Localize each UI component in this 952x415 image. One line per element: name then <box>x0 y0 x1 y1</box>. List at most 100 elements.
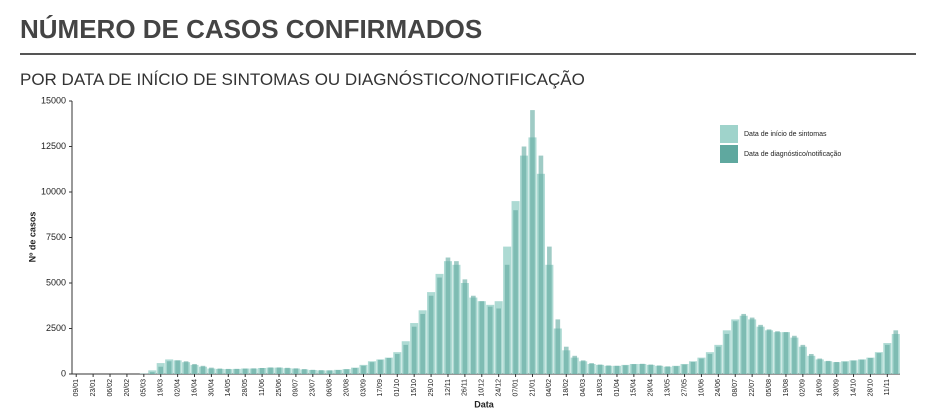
y-tick-label: 5000 <box>46 277 66 287</box>
x-tick-label: 16/04 <box>191 379 198 397</box>
x-tick-label: 23/01 <box>90 379 97 397</box>
bar <box>673 366 679 374</box>
x-tick-label: 29/10 <box>428 379 435 397</box>
bar <box>547 246 552 374</box>
bar <box>454 261 459 374</box>
bar <box>318 370 324 374</box>
bar <box>572 355 578 374</box>
x-tick-label: 02/04 <box>174 379 181 397</box>
bar <box>859 359 865 374</box>
title: NÚMERO DE CASOS CONFIRMADOS <box>20 14 483 44</box>
bar <box>462 279 468 374</box>
bar <box>876 353 882 374</box>
x-tick-label: 20/08 <box>343 379 350 397</box>
y-tick-label: 7500 <box>46 232 66 242</box>
bar <box>487 306 493 374</box>
bar <box>656 365 662 374</box>
x-tick-label: 12/11 <box>445 379 452 396</box>
bar <box>538 155 544 374</box>
bar <box>563 346 569 374</box>
bar <box>344 369 349 374</box>
bar <box>403 344 409 374</box>
legend-swatch <box>720 125 738 143</box>
x-tick-label: 16/09 <box>817 379 824 397</box>
x-tick-label: 30/04 <box>208 379 215 397</box>
bar <box>724 333 730 374</box>
bar <box>420 313 425 374</box>
bar <box>521 146 527 374</box>
bar <box>606 365 611 374</box>
x-tick-label: 17/09 <box>377 379 384 397</box>
x-tick-label: 24/06 <box>715 379 722 397</box>
x-tick-label: 18/03 <box>597 379 604 397</box>
x-tick-label: 20/02 <box>124 379 131 397</box>
bar <box>631 364 637 374</box>
x-tick-label: 04/03 <box>580 379 587 397</box>
x-tick-label: 15/04 <box>631 379 638 397</box>
bar <box>665 366 670 374</box>
bar <box>285 367 290 374</box>
bar <box>251 368 256 374</box>
x-tick-label: 22/07 <box>749 379 756 397</box>
x-tick-label: 05/03 <box>141 379 148 397</box>
x-tick-label: 18/02 <box>563 379 570 397</box>
x-tick-label: 24/12 <box>496 379 503 397</box>
x-tick-label: 28/10 <box>867 379 874 397</box>
bar <box>175 360 180 374</box>
x-tick-label: 04/02 <box>546 379 553 397</box>
bar <box>808 353 814 374</box>
x-axis-title: Data <box>474 399 495 409</box>
x-tick-label: 23/07 <box>310 379 317 397</box>
x-tick-label: 27/05 <box>681 379 688 397</box>
x-tick-label: 01/10 <box>394 379 401 397</box>
bar <box>259 367 265 374</box>
x-tick-label: 05/08 <box>766 379 773 397</box>
bar <box>800 344 806 374</box>
subtitle: POR DATA DE INÍCIO DE SINTOMAS OU DIAGNÓ… <box>20 70 585 89</box>
x-tick-label: 14/10 <box>850 379 857 397</box>
bar <box>158 366 164 374</box>
bar <box>200 365 206 374</box>
bar <box>699 358 704 374</box>
y-tick-label: 2500 <box>46 323 66 333</box>
bar <box>411 326 417 374</box>
bar <box>792 335 797 374</box>
bar <box>851 360 856 374</box>
bar <box>597 364 603 374</box>
x-tick-label: 01/04 <box>614 379 621 397</box>
bar <box>471 295 476 374</box>
bar <box>192 363 197 374</box>
x-tick-label: 25/06 <box>276 379 283 397</box>
bar <box>783 332 789 374</box>
x-tick-label: 13/05 <box>664 379 671 397</box>
x-tick-label: 30/09 <box>833 379 840 397</box>
bar <box>732 321 738 374</box>
x-tick-label: 09/01 <box>73 379 80 397</box>
bar <box>555 319 561 374</box>
bar <box>690 361 696 374</box>
bar <box>817 358 823 374</box>
bar <box>623 365 628 374</box>
bar <box>209 367 214 374</box>
bar <box>741 313 747 374</box>
bar <box>716 346 721 374</box>
legend-label: Data de diagnóstico/notificação <box>744 151 841 158</box>
y-axis-title: Nº de casos <box>27 212 37 263</box>
x-tick-label: 10/12 <box>479 379 486 397</box>
bar <box>893 330 899 374</box>
bar <box>496 308 501 374</box>
bar <box>428 295 434 374</box>
bar <box>293 368 299 374</box>
legend-label: Data de início de sintomas <box>744 131 827 138</box>
bar <box>885 344 890 374</box>
bar <box>504 264 510 374</box>
x-tick-label: 03/09 <box>360 379 367 397</box>
x-tick-label: 19/03 <box>158 379 165 397</box>
x-tick-label: 08/07 <box>732 379 739 397</box>
x-tick-label: 26/11 <box>462 379 469 396</box>
bar <box>437 277 442 374</box>
bar <box>386 357 392 374</box>
bar <box>868 357 873 374</box>
bar <box>234 368 240 374</box>
